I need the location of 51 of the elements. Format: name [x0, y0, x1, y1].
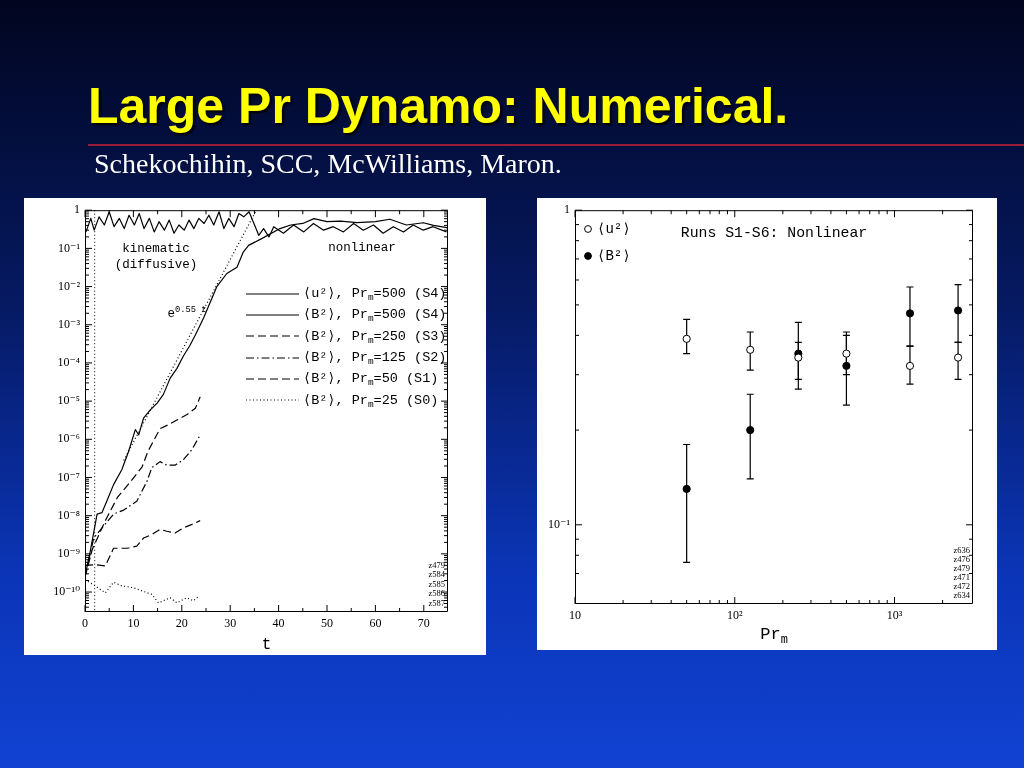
x-tick-label: 40: [272, 616, 285, 631]
annotation: kinematic (diffusive): [114, 240, 198, 274]
annotation: z479: [428, 559, 445, 570]
y-tick-label: 10⁻⁸: [57, 507, 80, 522]
y-tick-label: 10⁻¹: [548, 516, 571, 531]
x-tick-label: 10²: [726, 608, 743, 623]
y-tick-label: 1: [74, 202, 80, 217]
annotation: z479: [953, 563, 970, 573]
y-tick-label: 10⁻¹⁰: [53, 584, 81, 599]
legend-label: ⟨B²⟩, Pr$_{m}$=250 (S3): [303, 328, 447, 346]
legend-label: ⟨u²⟩, Pr$_{m}$=500 (S4): [303, 286, 447, 304]
x-tick-label: 0: [82, 616, 88, 631]
y-tick-label: 10⁻⁴: [57, 355, 80, 370]
legend-label: ⟨B²⟩, Pr$_{m}$=50 (S1): [303, 371, 439, 389]
x-tick-label: 70: [417, 616, 430, 631]
y-tick-label: 10⁻¹: [58, 240, 81, 255]
x-tick-label: 10³: [886, 608, 903, 623]
y-tick-label: 10⁻⁵: [57, 393, 80, 408]
annotation: z471: [953, 572, 970, 582]
annotation: z587: [428, 597, 445, 608]
x-tick-label: 30: [224, 616, 237, 631]
text: Runs S1-S6: Nonlinear: [680, 225, 868, 242]
annotation: z634: [953, 590, 970, 600]
y-tick-label: 10⁻³: [58, 316, 81, 331]
annotation: z586: [428, 588, 445, 598]
x-tick-label: 10: [569, 608, 581, 623]
annotation: z476: [953, 554, 970, 564]
chart-subtitle: Schekochihin, SCC, McWilliams, Maron.: [94, 148, 562, 179]
x-tick-label: 60: [369, 616, 382, 631]
annotation: z636: [953, 545, 970, 555]
chart-title: Large Pr Dynamo: Numerical.: [88, 78, 789, 134]
x-tick-label: 20: [175, 616, 188, 631]
x-axis-title: Pr$_{m}$: [760, 625, 788, 648]
y-tick-label: 10⁻⁹: [57, 546, 80, 561]
y-tick-label: 10⁻⁷: [57, 469, 80, 484]
annotation: z585: [428, 578, 445, 589]
y-tick-label: 10⁻²: [58, 278, 81, 293]
legend-label: ⟨B²⟩: [597, 247, 631, 264]
y-tick-label: 1: [564, 202, 570, 217]
legend-label: ⟨B²⟩, Pr$_{m}$=25 (S0): [303, 392, 439, 410]
legend-label: ⟨B²⟩, Pr$_{m}$=500 (S4): [303, 307, 447, 325]
x-axis-title: t: [261, 636, 272, 654]
legend-label: ⟨B²⟩, Pr$_{m}$=125 (S2): [303, 349, 447, 368]
annotation: e$^{0.55 t}$: [167, 305, 207, 323]
legend-label: ⟨u²⟩: [597, 220, 631, 237]
x-tick-label: 10: [127, 616, 140, 631]
y-tick-label: 10⁻⁶: [57, 431, 80, 446]
annotation: nonlinear: [328, 239, 396, 257]
annotation: z472: [953, 581, 970, 591]
x-tick-label: 50: [321, 616, 333, 631]
annotation: z584: [428, 569, 445, 579]
